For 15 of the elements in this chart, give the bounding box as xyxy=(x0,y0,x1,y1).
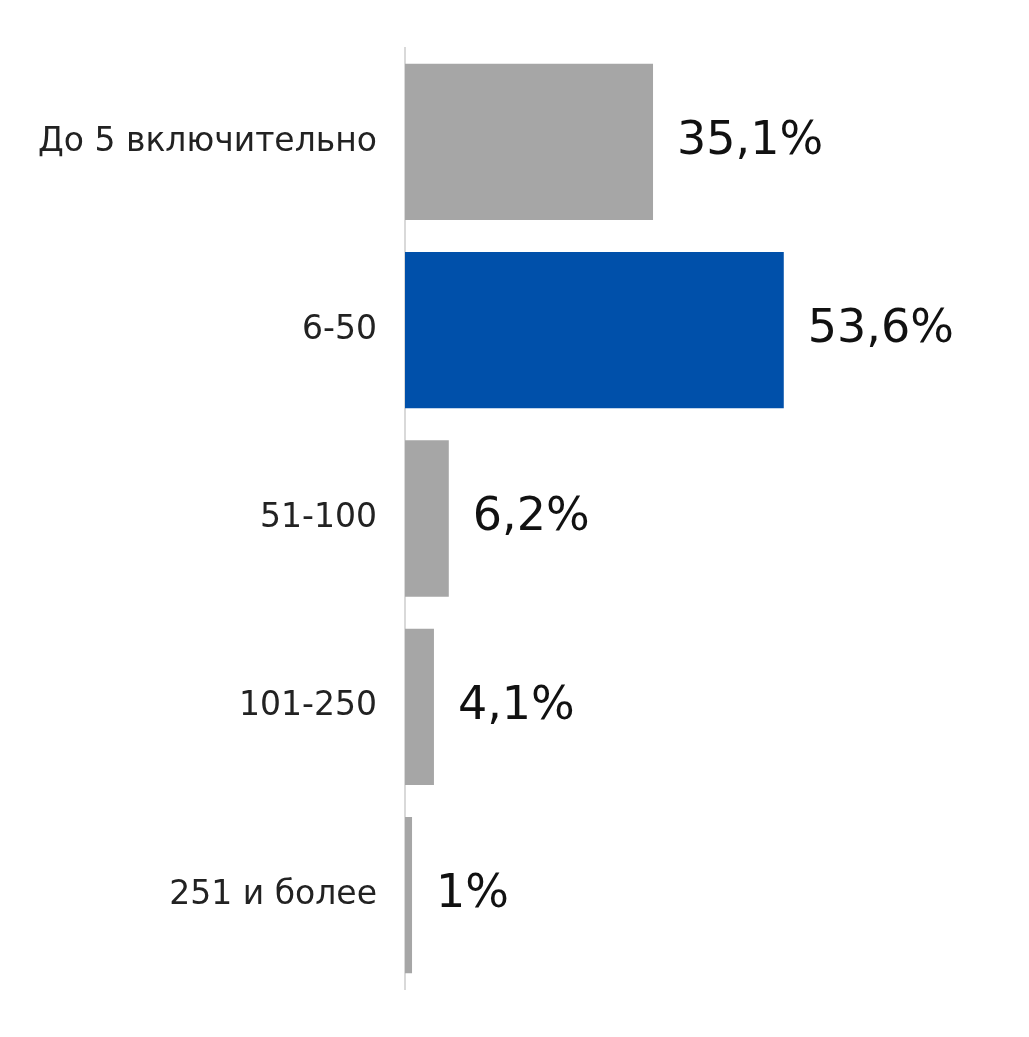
data-label: 4,1% xyxy=(457,675,575,730)
y-tick-label: До 5 включительно xyxy=(37,119,377,159)
bar xyxy=(404,63,654,221)
y-tick-label: 251 и более xyxy=(169,872,377,912)
data-label: 6,2% xyxy=(472,487,590,542)
bar xyxy=(404,252,784,409)
data-label: 1% xyxy=(436,864,510,919)
bar xyxy=(404,440,449,597)
y-tick-label: 6-50 xyxy=(302,307,377,347)
data-label: 35,1% xyxy=(677,110,824,165)
y-tick-label: 101-250 xyxy=(239,684,377,724)
bar xyxy=(404,816,413,974)
data-label: 53,6% xyxy=(807,299,954,354)
bar xyxy=(404,628,434,785)
y-tick-label: 51-100 xyxy=(260,496,377,536)
